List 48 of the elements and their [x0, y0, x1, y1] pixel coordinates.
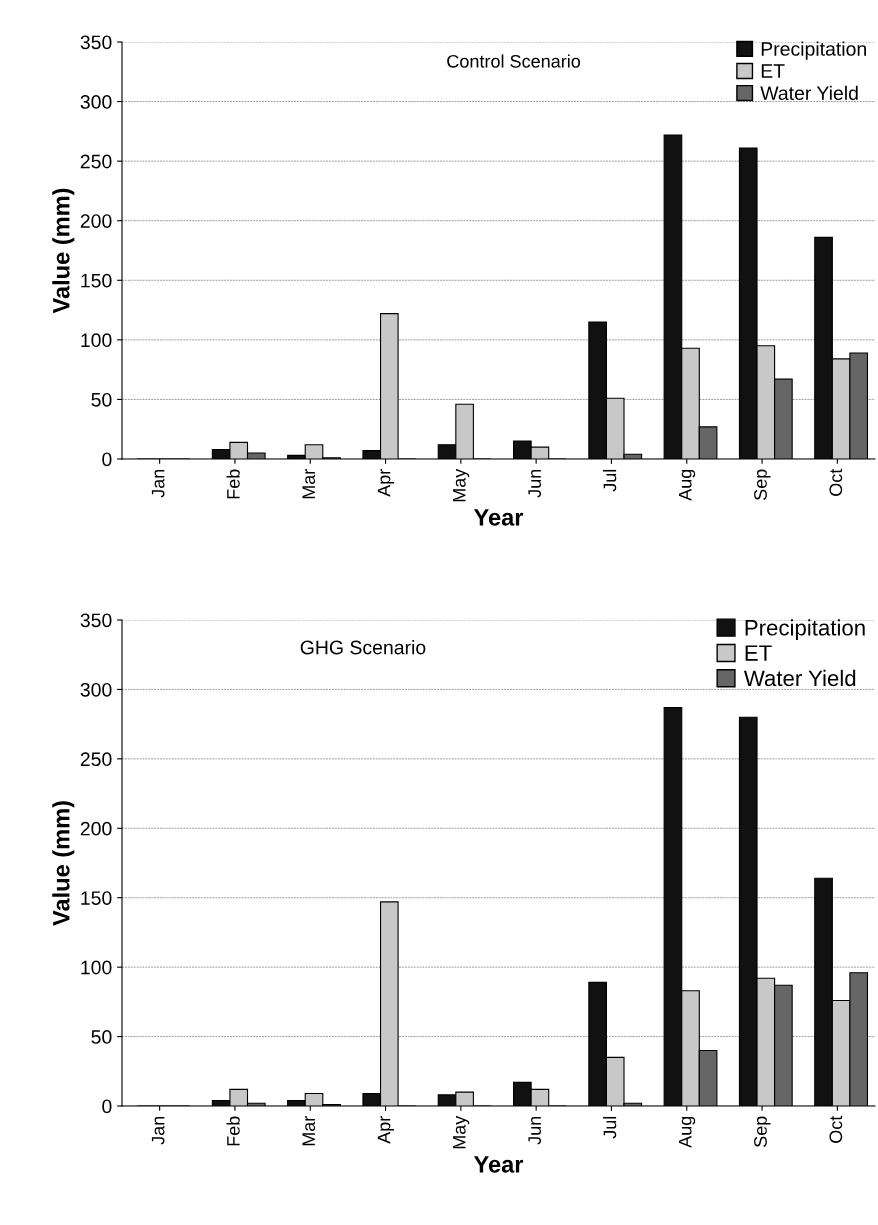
- legend-label: ET: [745, 645, 772, 661]
- y-tick-label: 200: [80, 214, 112, 228]
- y-axis-title: Value (mm): [52, 801, 75, 926]
- x-tick-label: Aug: [679, 1116, 696, 1148]
- legend-label: Water Yield: [760, 85, 858, 101]
- y-tick-label: 200: [80, 821, 112, 836]
- y-tick-label: 100: [81, 333, 112, 348]
- x-tick-label: Aug: [679, 469, 696, 501]
- x-tick-label: Mar: [302, 469, 316, 499]
- x-tick-label: Sep: [754, 1116, 771, 1148]
- x-tick-label: Jul: [603, 469, 617, 492]
- y-tick-label: 350: [80, 35, 112, 50]
- y-tick-label: 150: [81, 273, 112, 288]
- x-tick-label: May: [453, 468, 470, 502]
- text: Control Scenario: [447, 54, 581, 68]
- y-tick-label: 150: [81, 891, 112, 905]
- x-tick-label: Feb: [226, 469, 240, 499]
- x-tick-label: Jan: [151, 469, 165, 498]
- x-tick-label: Jun: [528, 469, 541, 498]
- x-tick-label: Oct: [829, 468, 843, 496]
- x-tick-label: Oct: [829, 1115, 843, 1143]
- x-tick-label: Mar: [302, 1116, 316, 1146]
- y-axis-title: Value (mm): [52, 188, 75, 314]
- y-tick-label: 50: [91, 1030, 112, 1044]
- y-tick-label: 250: [80, 154, 112, 169]
- x-tick-label: Jun: [528, 1116, 541, 1145]
- x-tick-label: Sep: [754, 469, 771, 501]
- text: GHG Scenario: [300, 640, 426, 655]
- x-tick-label: Apr: [377, 1116, 394, 1144]
- legend-label: Precipitation: [761, 41, 866, 60]
- x-tick-label: Apr: [377, 469, 394, 497]
- y-tick-label: 0: [102, 1099, 112, 1114]
- x-axis-title: Year: [473, 1156, 524, 1173]
- x-tick-label: May: [453, 1115, 470, 1149]
- y-tick-label: 100: [81, 960, 112, 975]
- y-tick-label: 50: [91, 392, 112, 407]
- legend-label: Precipitation: [745, 619, 865, 640]
- legend-label: ET: [761, 64, 785, 78]
- y-tick-label: 350: [80, 613, 112, 628]
- legend-label: Water Yield: [743, 669, 856, 687]
- y-tick-label: 0: [102, 452, 112, 467]
- x-tick-label: Jul: [603, 1116, 617, 1139]
- y-tick-label: 300: [80, 95, 112, 109]
- x-axis-title: Year: [473, 509, 524, 526]
- x-tick-label: Jan: [151, 1116, 165, 1145]
- x-tick-label: Feb: [226, 1116, 240, 1146]
- y-tick-label: 250: [80, 752, 112, 767]
- y-tick-label: 300: [80, 682, 112, 697]
